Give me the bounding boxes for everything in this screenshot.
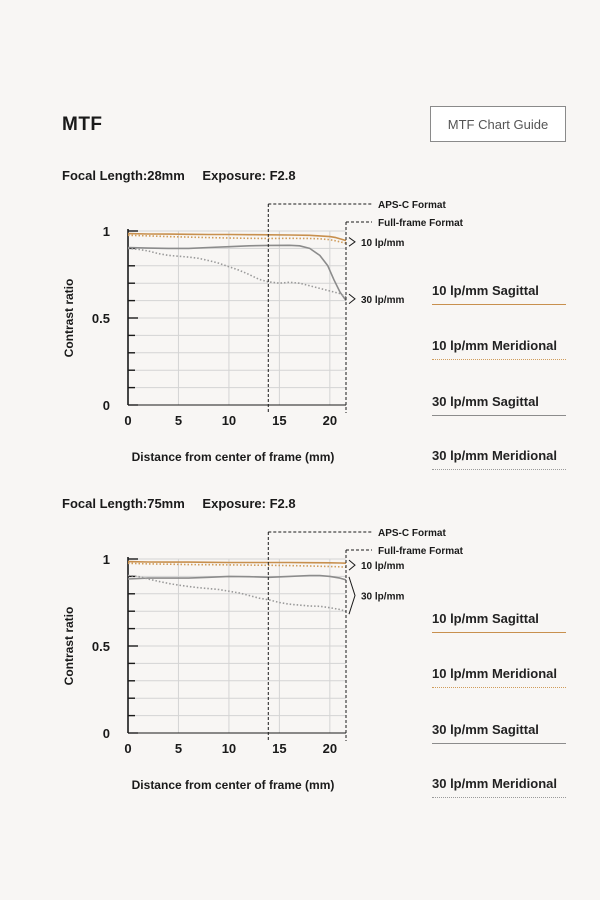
x-tick-label: 15	[272, 741, 286, 756]
y-tick-label: 1	[103, 224, 110, 239]
legend-swatch	[432, 304, 566, 305]
section-heading: Focal Length:28mm Exposure: F2.8	[62, 168, 310, 183]
series-line	[127, 232, 347, 242]
series-line	[127, 247, 347, 298]
legend-label: 30 lp/mm Meridional	[432, 448, 557, 463]
legend-swatch	[432, 469, 566, 470]
legend-swatch	[432, 743, 566, 744]
legend-item: 10 lp/mm Meridional	[432, 666, 566, 688]
x-tick-label: 20	[323, 741, 337, 756]
lp30-bracket	[348, 293, 356, 304]
y-tick-label: 0.5	[92, 311, 110, 326]
legend-swatch	[432, 415, 566, 416]
legend-label: 30 lp/mm Meridional	[432, 776, 557, 791]
legend-label: 30 lp/mm Sagittal	[432, 722, 539, 737]
x-tick-label: 10	[222, 413, 236, 428]
legend-item: 10 lp/mm Sagittal	[432, 283, 566, 305]
x-tick-label: 10	[222, 741, 236, 756]
legend-label: 10 lp/mm Sagittal	[432, 611, 539, 626]
series-line	[127, 234, 347, 244]
lp30-label: 30 lp/mm	[361, 295, 404, 306]
legend-label: 30 lp/mm Sagittal	[432, 394, 539, 409]
focal-length-label: Focal Length:28mm	[62, 168, 185, 183]
x-tick-label: 15	[272, 413, 286, 428]
x-tick-label: 5	[175, 741, 182, 756]
y-tick-label: 0	[103, 726, 110, 741]
legend-label: 10 lp/mm Sagittal	[432, 283, 539, 298]
series-line	[127, 560, 347, 564]
page-title: MTF	[62, 114, 103, 135]
exposure-label: Exposure: F2.8	[202, 168, 296, 183]
legend-item: 30 lp/mm Meridional	[432, 448, 566, 470]
lp10-label: 10 lp/mm	[361, 238, 404, 249]
series-line	[127, 574, 347, 581]
apsc-format-label: APS-C Format	[378, 528, 446, 539]
x-tick-label: 5	[175, 413, 182, 428]
series-line	[127, 574, 347, 612]
lp10-label: 10 lp/mm	[361, 561, 404, 572]
series-line	[127, 244, 347, 302]
y-axis-label: Contrast ratio	[62, 607, 76, 686]
legend-item: 30 lp/mm Meridional	[432, 776, 566, 798]
mtf-chart-guide-button[interactable]: MTF Chart Guide	[430, 106, 566, 142]
legend-item: 10 lp/mm Meridional	[432, 338, 566, 360]
legend-item: 30 lp/mm Sagittal	[432, 722, 566, 744]
legend-item: 10 lp/mm Sagittal	[432, 611, 566, 633]
focal-length-label: Focal Length:75mm	[62, 496, 185, 511]
x-tick-label: 20	[323, 413, 337, 428]
lp30-label: 30 lp/mm	[361, 592, 404, 603]
y-tick-label: 0	[103, 398, 110, 413]
x-tick-label: 0	[124, 741, 131, 756]
lp10-bracket	[348, 237, 356, 247]
mtf-section-28mm: Focal Length:28mm Exposure: F2.8 0 0.5 1 0 5…	[0, 160, 600, 490]
exposure-label: Exposure: F2.8	[202, 496, 296, 511]
series-line	[127, 562, 347, 568]
lp30-bracket	[348, 576, 356, 615]
legend-label: 10 lp/mm Meridional	[432, 338, 557, 353]
x-axis-label: Distance from center of frame (mm)	[132, 778, 335, 792]
legend-label: 10 lp/mm Meridional	[432, 666, 557, 681]
legend-item: 30 lp/mm Sagittal	[432, 394, 566, 416]
legend-swatch	[432, 797, 566, 798]
fullframe-format-label: Full-frame Format	[378, 546, 464, 557]
lp10-bracket	[348, 559, 356, 571]
apsc-format-label: APS-C Format	[378, 200, 446, 211]
legend-swatch	[432, 359, 566, 360]
fullframe-format-label: Full-frame Format	[378, 218, 464, 229]
x-axis-label: Distance from center of frame (mm)	[132, 450, 335, 464]
legend-swatch	[432, 632, 566, 633]
legend-swatch	[432, 687, 566, 688]
y-tick-label: 1	[103, 552, 110, 567]
y-tick-label: 0.5	[92, 639, 110, 654]
mtf-section-75mm: Focal Length:75mm Exposure: F2.8 0 0.5 1 0 5…	[0, 488, 600, 818]
section-heading: Focal Length:75mm Exposure: F2.8	[62, 496, 310, 511]
y-axis-label: Contrast ratio	[62, 279, 76, 358]
x-tick-label: 0	[124, 413, 131, 428]
